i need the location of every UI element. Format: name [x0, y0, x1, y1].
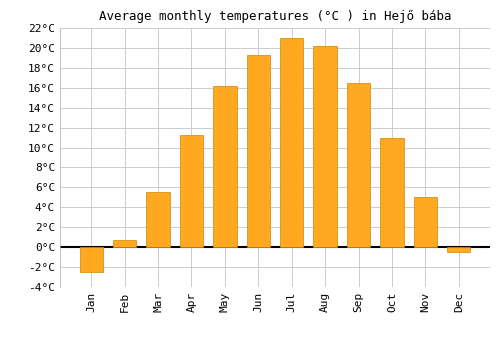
Bar: [80, 247, 103, 272]
Bar: [113, 240, 136, 247]
Bar: [380, 138, 404, 247]
Bar: [314, 46, 337, 247]
Bar: [447, 247, 470, 252]
Bar: [347, 83, 370, 247]
Bar: [280, 38, 303, 247]
Bar: [213, 86, 236, 247]
Bar: [414, 197, 437, 247]
Bar: [146, 193, 170, 247]
Title: Average monthly temperatures (°C ) in Hejő bába: Average monthly temperatures (°C ) in He…: [99, 9, 451, 23]
Bar: [180, 135, 203, 247]
Bar: [246, 55, 270, 247]
